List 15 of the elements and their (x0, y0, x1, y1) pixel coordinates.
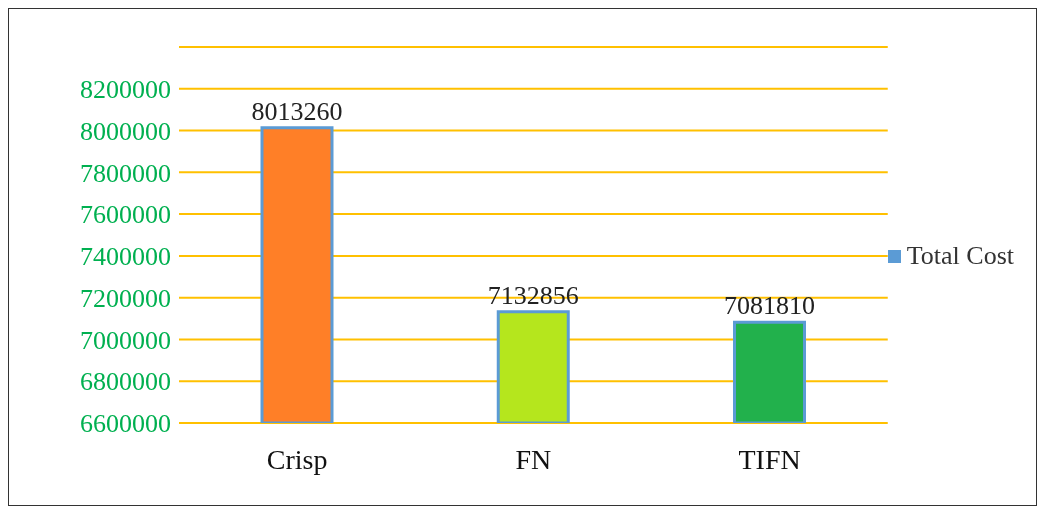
y-tick-label: 6600000 (80, 409, 171, 439)
x-tick-label: TIFN (738, 443, 801, 475)
y-tick-label: 7800000 (80, 158, 171, 188)
x-tick-label: Crisp (266, 443, 328, 475)
y-tick-label: 7400000 (80, 242, 171, 272)
y-tick-label: 8000000 (80, 116, 171, 146)
y-tick-label: 7200000 (80, 283, 171, 313)
data-label: 8013260 (251, 96, 343, 126)
y-tick-label: 7600000 (80, 200, 171, 230)
data-label: 7081810 (724, 291, 815, 321)
y-tick-label: 6800000 (80, 367, 171, 397)
text: Total Cost (906, 241, 1014, 271)
y-tick-label: 7000000 (80, 325, 171, 355)
y-tick-label: 8200000 (80, 75, 171, 105)
x-tick-label: FN (515, 443, 552, 475)
